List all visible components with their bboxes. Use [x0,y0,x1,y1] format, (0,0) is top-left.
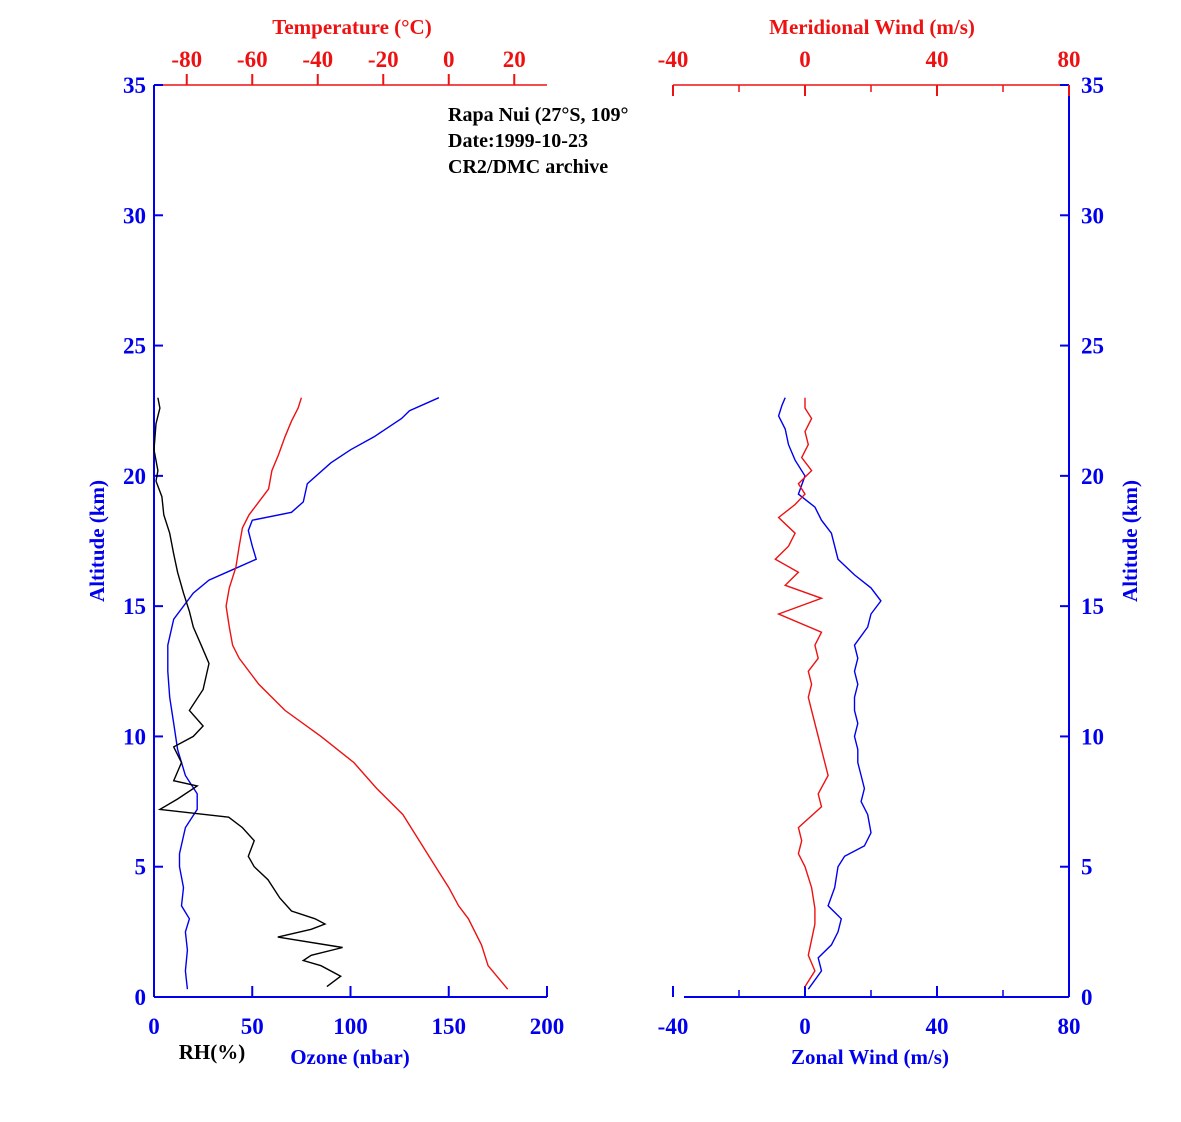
meridional-wind-axis-title: Meridional Wind (m/s) [769,15,975,39]
date-annotation: Date:1999-10-23 [448,130,588,152]
right-altitude-tick-label: 35 [1081,73,1104,98]
zonal-wind-profile-line [777,397,882,990]
zonal-wind-tick-label: 0 [799,1014,811,1039]
left-altitude-tick-label: 30 [123,203,146,228]
temperature-tick-label: 0 [443,47,455,72]
zonal-wind-tick-label: 80 [1058,1014,1081,1039]
zonal-wind-tick-label: 40 [926,1014,949,1039]
right-altitude-tick-label: 0 [1081,985,1093,1010]
zonal-wind-ticks: -40 0 40 80 [658,986,1081,1039]
ozone-tick-label: 0 [148,1014,160,1039]
right-altitude-tick-label: 5 [1081,855,1093,880]
temperature-tick-label: 20 [503,47,526,72]
ozone-tick-label: 200 [530,1014,565,1039]
ozone-tick-label: 50 [241,1014,264,1039]
station-annotation: Rapa Nui (27°S, 109° [448,104,628,126]
left-altitude-tick-label: 5 [135,855,147,880]
temperature-tick-label: -80 [171,47,202,72]
temperature-profile-line [225,397,509,990]
right-panel: 0 5 10 15 20 25 30 35 -40 0 40 80 -40 0 40 80 Meridio… [658,15,1142,1069]
meridional-wind-ticks: -40 0 40 80 [658,47,1081,96]
zonal-wind-tick-label: -40 [658,1014,689,1039]
left-altitude-tick-label: 35 [123,73,146,98]
meridional-wind-tick-label: 0 [799,47,811,72]
meridional-wind-tick-label: -40 [658,47,689,72]
temperature-axis-title: Temperature (°C) [272,15,431,39]
ozone-tick-label: 100 [333,1014,368,1039]
left-altitude-tick-label: 25 [123,334,146,359]
left-panel: Rapa Nui (27°S, 109° Date:1999-10-23 CR2… [85,15,628,1069]
temperature-ticks: -80 -60 -40 -20 0 20 [171,47,526,85]
left-altitude-axis-title: Altitude (km) [85,480,109,602]
temperature-tick-label: -60 [237,47,268,72]
meridional-wind-profile-line [774,397,829,987]
left-altitude-tick-label: 10 [123,724,146,749]
right-altitude-tick-label: 10 [1081,724,1104,749]
ozone-axis-title: Ozone (nbar) [290,1045,410,1069]
meridional-wind-tick-label: 40 [926,47,949,72]
archive-annotation: CR2/DMC archive [448,156,608,178]
ozone-tick-label: 150 [432,1014,467,1039]
ozone-profile-line [167,397,440,990]
rh-profile-line [153,397,343,988]
meridional-wind-tick-label: 80 [1058,47,1081,72]
right-altitude-tick-label: 15 [1081,594,1104,619]
temperature-tick-label: -40 [302,47,333,72]
right-altitude-ticks: 0 5 10 15 20 25 30 35 [1060,73,1104,1010]
temperature-tick-label: -20 [368,47,399,72]
right-altitude-tick-label: 30 [1081,203,1104,228]
right-altitude-axis-title: Altitude (km) [1118,480,1142,602]
left-altitude-tick-label: 0 [135,985,147,1010]
left-altitude-tick-label: 15 [123,594,146,619]
right-altitude-tick-label: 25 [1081,334,1104,359]
left-altitude-ticks: 0 5 10 15 20 25 30 35 [123,73,163,1010]
ozone-ticks: 0 50 100 150 200 [148,986,564,1039]
rh-axis-title: RH(%) [179,1040,246,1064]
zonal-wind-axis-title: Zonal Wind (m/s) [791,1045,949,1069]
right-altitude-tick-label: 20 [1081,464,1104,489]
left-altitude-tick-label: 20 [123,464,146,489]
